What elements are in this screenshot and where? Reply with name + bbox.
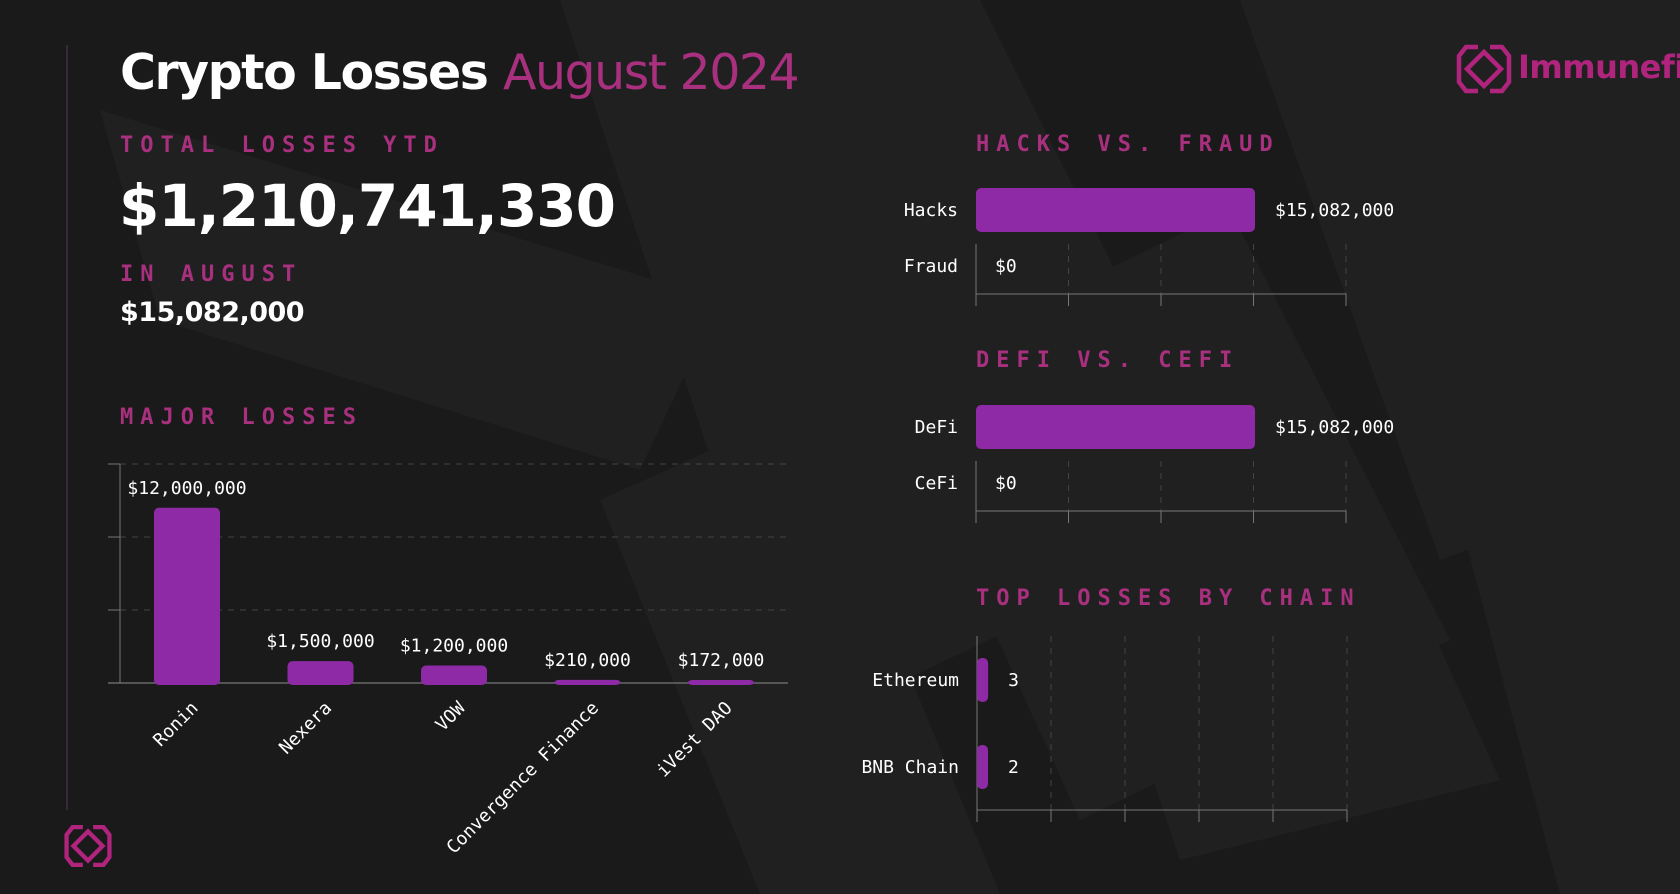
month-value: $15,082,000: [120, 297, 305, 328]
data-label: $1,200,000: [400, 635, 508, 656]
category-label: Nexera: [275, 698, 336, 759]
small-logo-icon: [64, 825, 112, 867]
chain-title: TOP LOSSES BY CHAIN: [976, 586, 1361, 611]
category-label: iVest DAO: [653, 698, 737, 782]
left-accent-line: [66, 45, 68, 810]
bar: [287, 661, 354, 685]
hacks-fraud-title: HACKS VS. FRAUD: [976, 132, 1280, 157]
data-label: $1,500,000: [266, 631, 374, 652]
data-label: $172,000: [678, 650, 765, 671]
immunefi-logo-icon: [1456, 44, 1512, 94]
data-label: $210,000: [544, 650, 631, 671]
ytd-value: $1,210,741,330: [119, 172, 616, 240]
bar: [154, 507, 220, 685]
ytd-label: TOTAL LOSSES YTD: [120, 133, 444, 158]
month-label: IN AUGUST: [120, 262, 303, 287]
title-main: Crypto Losses: [120, 44, 489, 101]
title-accent: August 2024: [502, 44, 800, 101]
major-losses-title: MAJOR LOSSES: [120, 405, 363, 430]
major-losses-chart: $12,000,000 Ronin $1,500,000 Nexera $1,200,0…: [108, 463, 788, 858]
defi-cefi-title: DEFI VS. CEFI: [976, 348, 1240, 373]
category-label: VOW: [432, 698, 470, 736]
category-label: Convergence Finance: [443, 698, 603, 858]
bar: [421, 665, 487, 685]
page-title: Crypto Losses August 2024: [120, 44, 800, 101]
data-label: $12,000,000: [127, 478, 246, 499]
category-label: Ronin: [149, 698, 202, 751]
bar: [554, 679, 621, 685]
brand-name: Immunefi: [1518, 48, 1680, 86]
bar: [688, 680, 754, 685]
